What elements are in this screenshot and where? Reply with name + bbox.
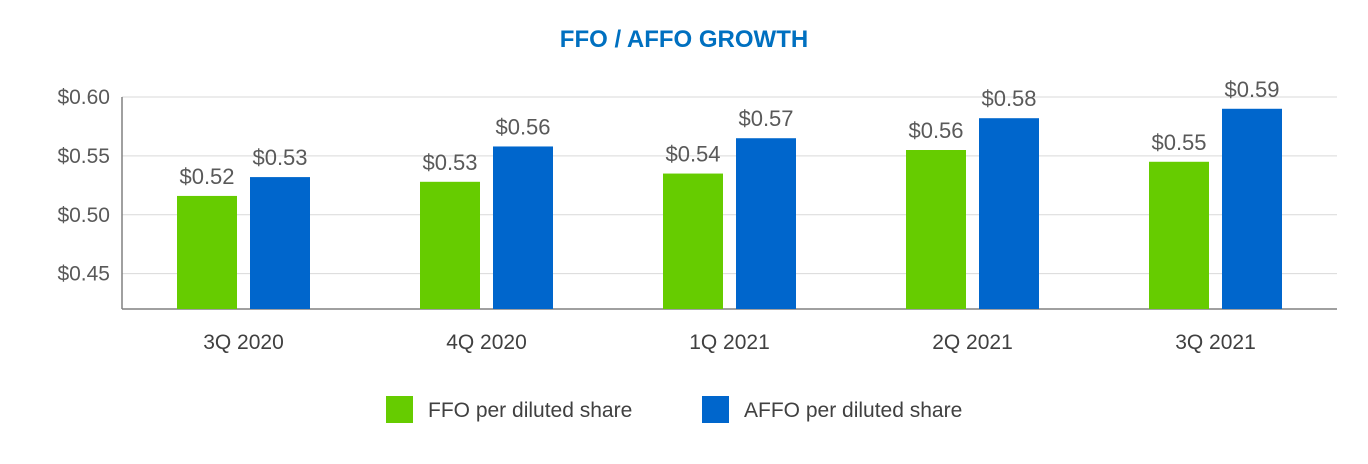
y-tick-label: $0.50	[57, 204, 110, 227]
legend-swatch	[702, 396, 729, 423]
y-tick-label: $0.55	[57, 145, 110, 168]
data-label: $0.57	[738, 106, 793, 131]
bar	[1222, 108, 1282, 310]
bar	[1149, 161, 1209, 309]
data-label: $0.54	[665, 142, 720, 167]
data-label: $0.52	[179, 164, 234, 189]
bar	[177, 195, 237, 309]
bar	[663, 173, 723, 309]
y-tick-label: $0.45	[57, 263, 110, 286]
legend-label: AFFO per diluted share	[744, 399, 962, 422]
x-tick-label: 3Q 2021	[1175, 331, 1256, 354]
bar	[250, 177, 310, 309]
data-label: $0.59	[1224, 77, 1279, 102]
legend-swatch	[386, 396, 413, 423]
bar	[493, 146, 553, 309]
legend-label: FFO per diluted share	[428, 399, 632, 422]
data-label: $0.53	[422, 150, 477, 175]
chart-title: FFO / AFFO GROWTH	[559, 26, 809, 53]
x-tick-label: 4Q 2020	[446, 331, 527, 354]
bar	[736, 138, 796, 309]
data-label: $0.56	[908, 118, 963, 143]
data-label: $0.55	[1151, 130, 1206, 155]
bar	[420, 181, 480, 309]
y-tick-label: $0.60	[57, 86, 110, 109]
x-tick-label: 3Q 2020	[203, 331, 284, 354]
x-tick-label: 2Q 2021	[932, 331, 1013, 354]
bar	[979, 118, 1039, 309]
data-label: $0.58	[981, 86, 1036, 111]
data-label: $0.56	[495, 114, 550, 139]
bar	[906, 150, 966, 309]
x-tick-label: 1Q 2021	[689, 331, 770, 354]
data-label: $0.53	[252, 145, 307, 170]
